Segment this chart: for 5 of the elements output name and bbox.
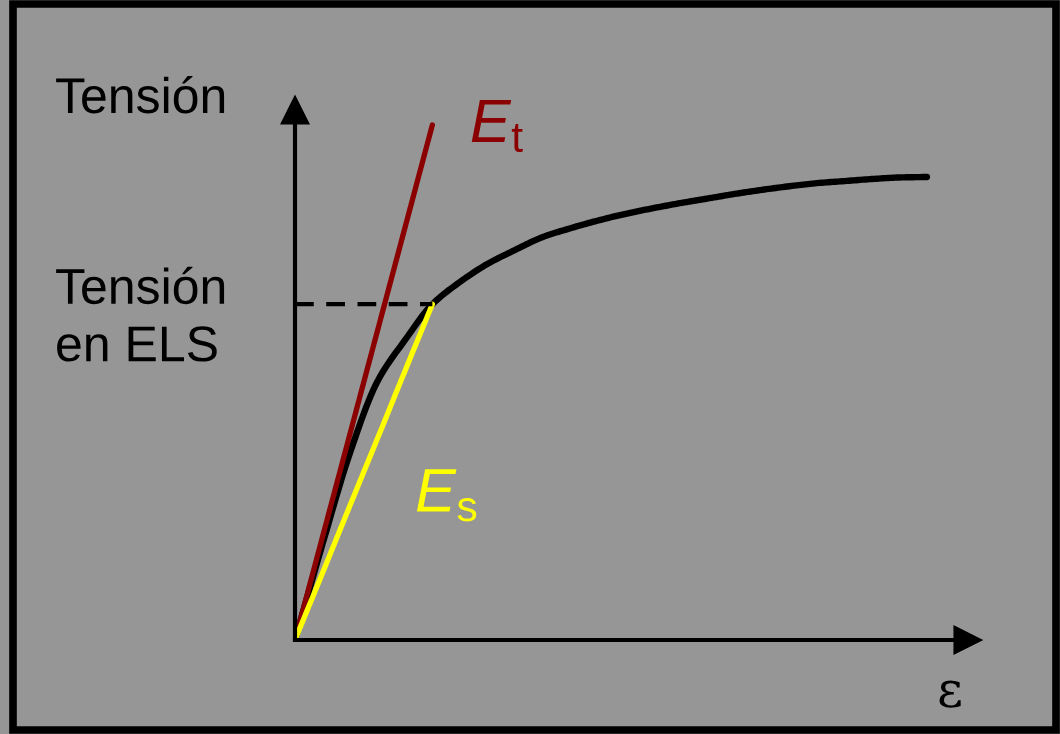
y-axis-title: Tensión [56,76,225,114]
series-label: E$_{s}$ [416,469,477,522]
ref-line-label: Tensión en ELS [56,266,225,362]
x-axis-title: ε [939,680,961,708]
series-label: E$_{t}$ [471,99,523,153]
